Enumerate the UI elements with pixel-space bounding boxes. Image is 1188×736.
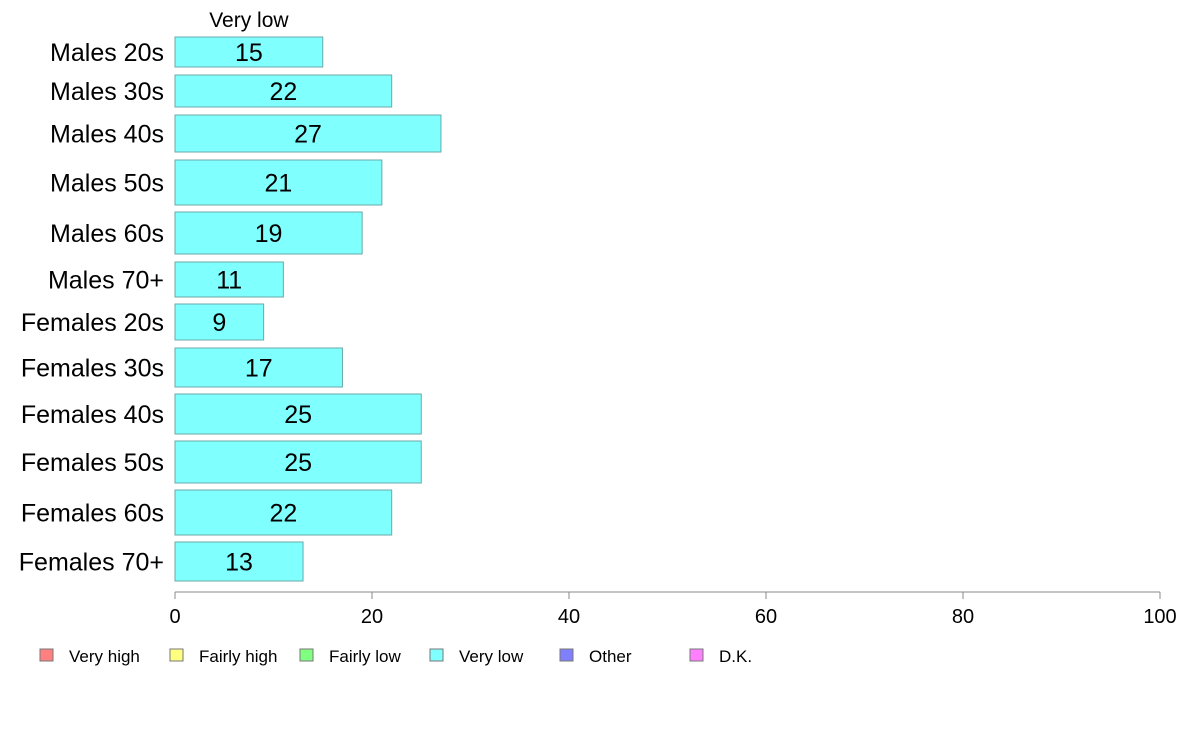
bar-males-50s [174, 159, 383, 206]
x-tick-label-40: 40 [558, 606, 580, 628]
value-label-males-30s: 22 [269, 78, 297, 106]
bar-males-20s [174, 36, 324, 68]
x-tick-label-20: 20 [361, 606, 383, 628]
legend-swatch-fairly-high [169, 648, 184, 662]
category-label-males-20s: Males 20s [50, 39, 164, 67]
legend-swatch-very-low [429, 648, 444, 662]
x-tick-label-0: 0 [169, 606, 180, 628]
category-label-males-70plus: Males 70+ [48, 267, 164, 295]
value-label-females-40s: 25 [284, 401, 312, 429]
value-label-males-20s: 15 [235, 39, 263, 67]
value-label-females-60s: 22 [269, 500, 297, 528]
value-label-females-20s: 9 [212, 309, 226, 337]
legend-label-fairly-high: Fairly high [199, 647, 277, 666]
bars-group [174, 36, 442, 582]
legend-label-very-high: Very high [69, 647, 140, 666]
category-label-females-70plus: Females 70+ [19, 549, 164, 577]
category-label-males-60s: Males 60s [50, 220, 164, 248]
category-label-females-40s: Females 40s [21, 401, 164, 429]
series-label: Very low [209, 9, 289, 32]
value-label-females-30s: 17 [245, 355, 273, 383]
x-tick-label-80: 80 [952, 606, 974, 628]
legend-label-very-low: Very low [459, 647, 524, 666]
value-label-males-40s: 27 [294, 121, 322, 149]
legend-swatch-fairly-low [299, 648, 314, 662]
value-label-males-50s: 21 [265, 170, 293, 198]
legend: Very high Fairly high Fairly low Very low Ot… [39, 647, 752, 666]
category-label-males-50s: Males 50s [50, 170, 164, 198]
category-label-males-40s: Males 40s [50, 121, 164, 149]
value-label-males-70plus: 11 [216, 267, 242, 295]
value-label-males-60s: 19 [255, 220, 283, 248]
legend-label-fairly-low: Fairly low [329, 647, 402, 666]
legend-swatch-very-high [39, 648, 54, 662]
bar-females-60s [174, 489, 393, 536]
legend-swatch-other [559, 648, 574, 662]
bar-males-60s [174, 211, 363, 255]
bar-females-70plus [174, 541, 304, 582]
bar-females-50s [174, 440, 422, 484]
x-tick-label-60: 60 [755, 606, 777, 628]
category-label-females-60s: Females 60s [21, 500, 164, 528]
x-tick-label-100: 100 [1143, 606, 1176, 628]
category-label-females-30s: Females 30s [21, 355, 164, 383]
legend-label-d-k: D.K. [719, 647, 752, 666]
bar-females-30s [174, 347, 343, 388]
category-label-males-30s: Males 30s [50, 78, 164, 106]
bar-females-40s [174, 393, 422, 435]
bar-males-40s [174, 114, 442, 153]
legend-label-other: Other [589, 647, 632, 666]
bar-females-20s [174, 303, 265, 341]
legend-swatch-d-k [689, 648, 704, 662]
category-labels: Males 20s Males 30s Males 40s Males 50s Male… [19, 39, 164, 577]
category-label-females-50s: Females 50s [21, 449, 164, 477]
x-axis: 0 20 40 60 80 100 [169, 591, 1177, 628]
category-label-females-20s: Females 20s [21, 309, 164, 337]
value-label-females-70plus: 13 [225, 549, 253, 577]
value-label-females-50s: 25 [284, 449, 312, 477]
bar-males-30s [174, 74, 393, 108]
bar-males-70plus [174, 261, 284, 298]
